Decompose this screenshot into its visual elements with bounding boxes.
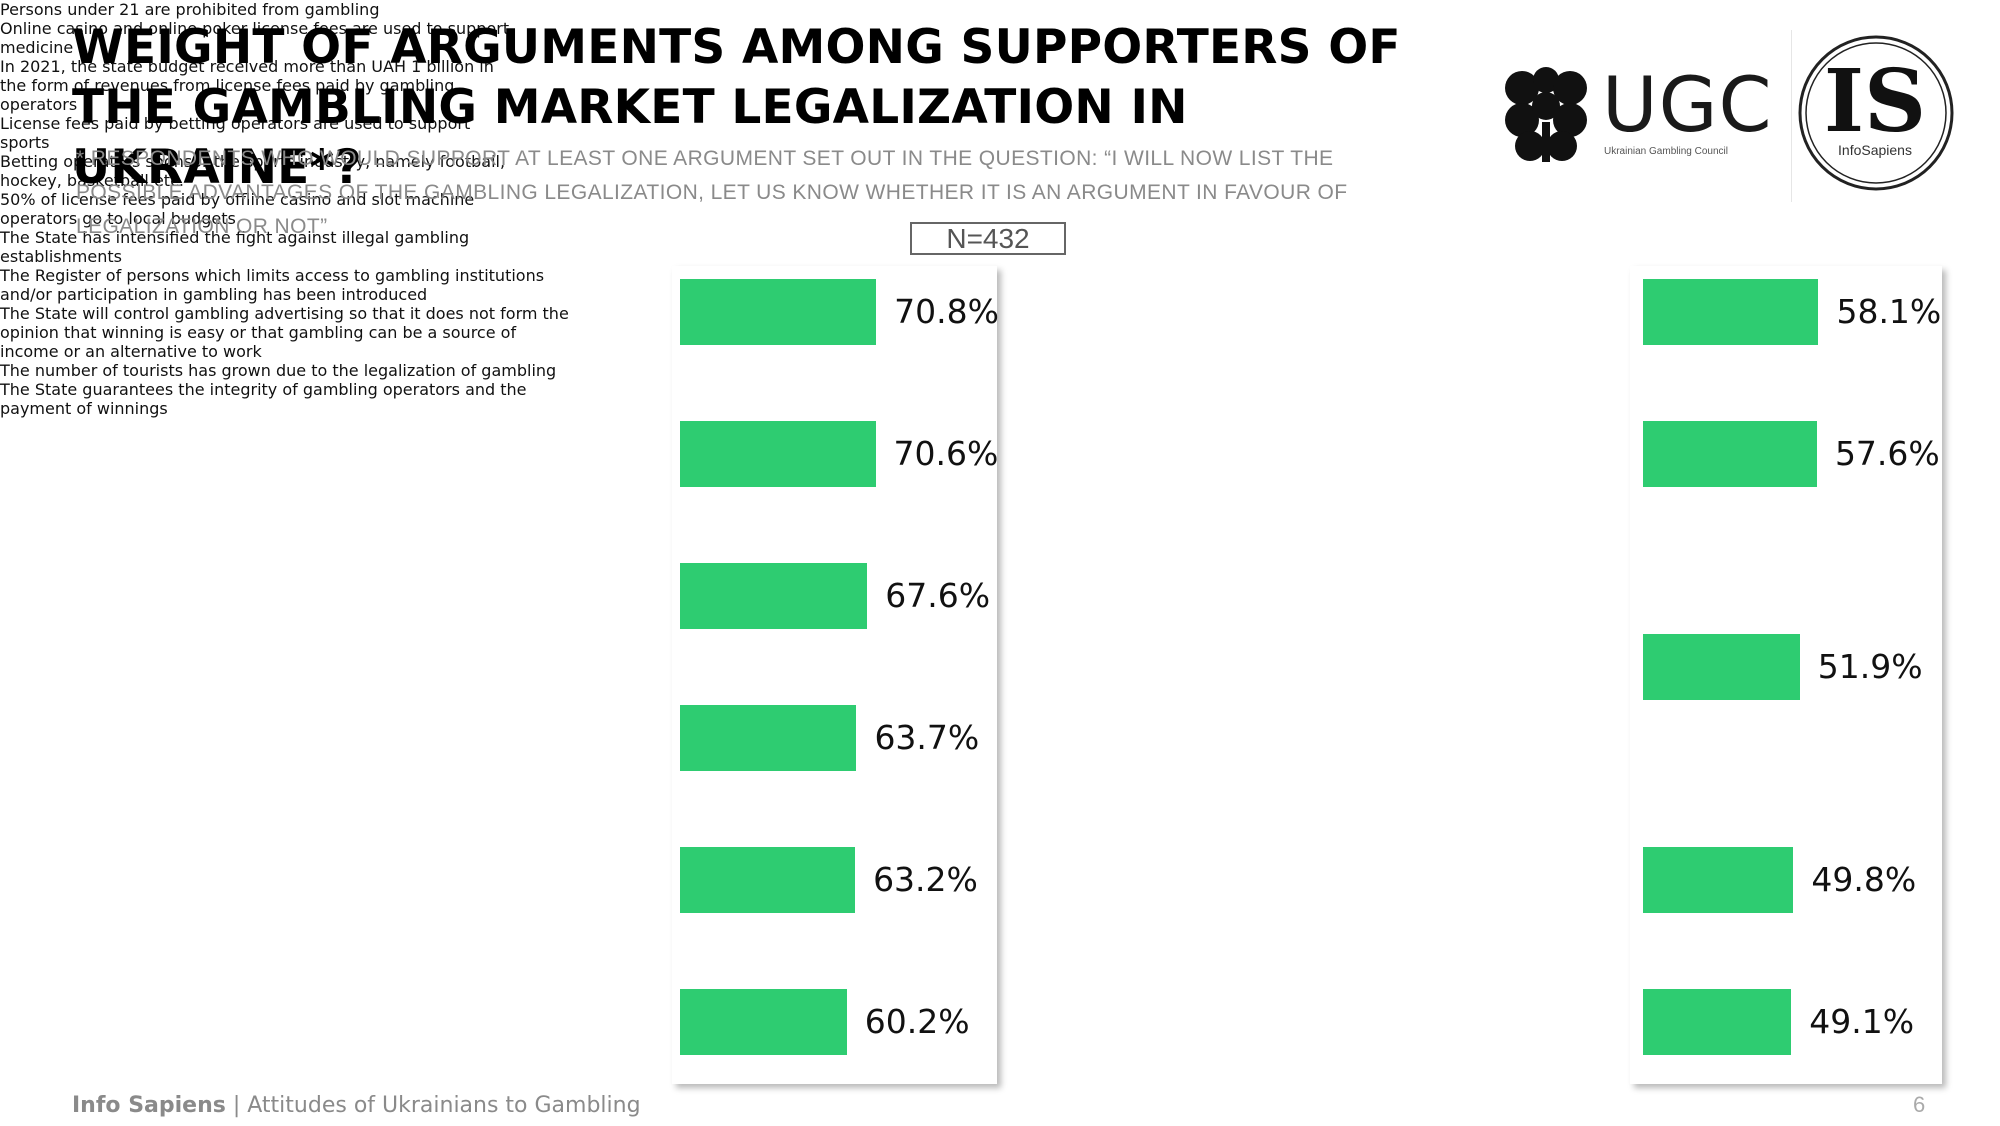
value-label: 49.8% <box>1811 860 1917 899</box>
circle-ring-icon <box>1798 35 1954 191</box>
value-label: 60.2% <box>864 1002 970 1041</box>
logo-divider <box>1791 30 1792 202</box>
clover-icon <box>1505 67 1587 162</box>
category-label: Persons under 21 are prohibited from gam… <box>0 0 380 19</box>
right-chart: The State has intensified the fight agai… <box>0 228 2000 1055</box>
bar <box>680 705 857 771</box>
ugc-logo: UGC Ukrainian Gambling Council <box>1500 60 1773 170</box>
bar <box>1643 634 1800 700</box>
category-label: In 2021, the state budget received more … <box>0 57 494 114</box>
bar <box>680 989 847 1055</box>
page-title: WEIGHT OF ARGUMENTS AMONG SUPPORTERS OF … <box>72 20 1401 195</box>
category-label: Betting operators sponsor the sports ind… <box>0 152 506 190</box>
bar <box>680 563 868 629</box>
category-label: The State will control gambling advertis… <box>0 304 569 361</box>
ugc-wordmark: UGC <box>1602 60 1773 149</box>
left-bar-panel <box>672 266 997 1084</box>
value-label: 58.1% <box>1836 292 1942 331</box>
value-label: 63.7% <box>874 718 980 757</box>
bar <box>1643 421 1817 487</box>
footer-separator: | <box>225 1093 248 1118</box>
category-label: Online casino and online poker license f… <box>0 19 510 57</box>
category-label: The State has intensified the fight agai… <box>0 228 470 266</box>
is-wordmark: IS <box>1823 51 1927 152</box>
bar <box>1643 989 1792 1055</box>
footer-brand: Info Sapiens <box>72 1093 226 1118</box>
category-label: The number of tourists has grown due to … <box>0 361 557 380</box>
ugc-tagline: Ukrainian Gambling Council <box>1604 146 1728 157</box>
value-label: 51.9% <box>1817 647 1923 686</box>
left-chart: Persons under 21 are prohibited from gam… <box>0 0 2000 1055</box>
value-label: 57.6% <box>1834 434 1940 473</box>
category-label: The Register of persons which limits acc… <box>0 266 545 304</box>
bar <box>680 421 876 487</box>
sample-size-badge: N=432 <box>910 222 1066 255</box>
subtitle-note: * RESPONDENTS WHO WOULD SUPPORT AT LEAST… <box>76 147 1348 238</box>
category-label: 50% of license fees paid by offline casi… <box>0 190 475 228</box>
footer: Info Sapiens | Attitudes of Ukrainians t… <box>72 1093 641 1118</box>
infosapiens-logo: IS InfoSapiens <box>1795 32 1957 194</box>
value-label: 67.6% <box>885 576 991 615</box>
category-label: The State guarantees the integrity of ga… <box>0 380 527 418</box>
bar <box>1643 847 1794 913</box>
page-number: 6 <box>1913 1092 1926 1117</box>
category-label: License fees paid by betting operators a… <box>0 114 471 152</box>
value-label: 70.8% <box>894 292 999 331</box>
bar <box>680 279 877 345</box>
value-label: 49.1% <box>1809 1002 1915 1041</box>
value-label: 70.6% <box>893 434 999 473</box>
bar <box>680 847 856 913</box>
bar <box>1643 279 1819 345</box>
footer-text: Attitudes of Ukrainians to Gambling <box>247 1093 641 1118</box>
is-subtitle: InfoSapiens <box>1838 142 1912 158</box>
value-label: 63.2% <box>873 860 978 899</box>
